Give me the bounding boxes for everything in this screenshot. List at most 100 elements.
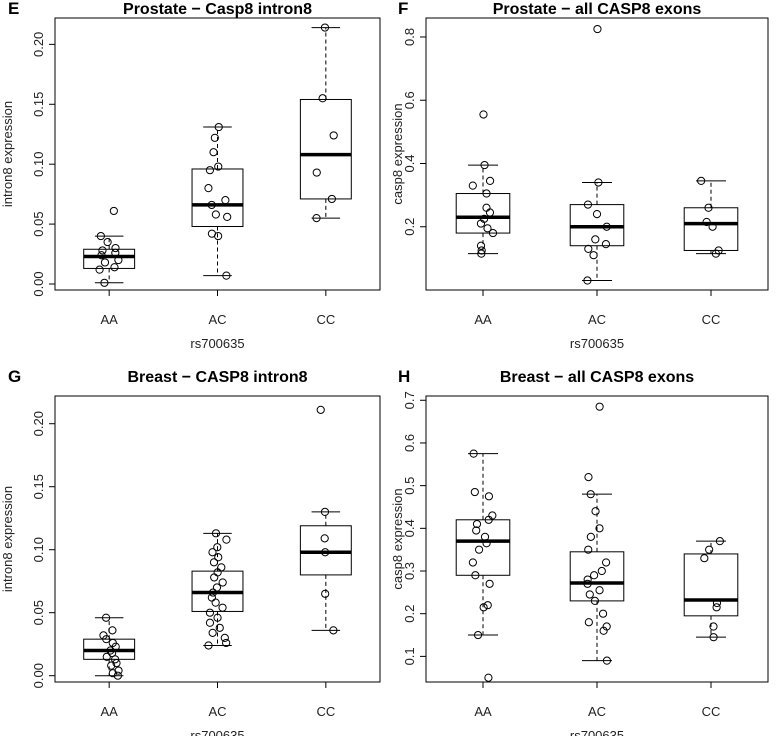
data-point [108,626,117,635]
data-point [208,628,217,637]
data-point [102,652,111,661]
x-tick-label: CC [702,312,721,327]
data-point [222,638,231,648]
x-tick-label: AA [474,312,492,327]
data-point [697,176,706,185]
data-point [590,571,599,580]
box-ac [191,168,244,227]
data-point [112,659,121,668]
data-point [484,515,493,524]
data-point [107,661,116,670]
data-point [100,258,110,267]
data-point [210,133,219,142]
data-point [601,240,611,249]
y-tick-label: 0.4 [402,519,417,537]
data-point [110,263,119,272]
data-point [584,473,593,482]
data-point [222,535,231,544]
box-aa [455,519,511,576]
data-point [709,633,718,642]
data-point [213,543,222,552]
data-point [584,545,593,554]
y-tick-label: 0.1 [402,647,417,665]
data-point [471,571,480,580]
data-point [321,589,330,598]
x-tick-label: AC [208,312,226,327]
data-point [484,673,493,682]
data-point [320,507,330,517]
data-point [583,200,593,209]
panel-label: F [398,0,408,18]
x-tick-label: AC [208,704,226,719]
data-point [700,554,709,563]
data-point [214,231,223,241]
data-point [220,633,229,643]
box-cc [299,98,352,200]
data-point [709,622,718,631]
data-point [594,178,603,187]
x-tick-label: CC [702,704,721,719]
data-point [209,148,218,157]
data-point [468,181,477,190]
data-point [211,210,220,219]
y-axis-label: intron8 expression [0,486,15,592]
y-axis-label: intron8 expression [0,101,15,207]
data-point [218,603,227,612]
y-tick-label: 0.7 [402,391,417,409]
panel-label: E [8,0,19,18]
box-cc [683,207,739,251]
data-point [477,249,486,258]
x-axis-label: rs700635 [570,336,624,351]
x-tick-label: AC [588,312,606,327]
data-point [712,598,722,608]
y-tick-label: 0.15 [31,92,46,117]
box-aa [455,193,511,234]
data-point [468,558,477,567]
x-tick-label: AA [474,704,492,719]
data-point [592,209,602,219]
panel-label: G [8,367,21,386]
data-point [329,131,338,140]
data-point [480,532,490,541]
data-point [583,276,592,285]
data-point [102,635,111,644]
box-cc [299,525,352,576]
y-tick-label: 0.00 [31,663,46,688]
data-point [320,534,329,543]
data-point [597,566,606,576]
data-point [602,656,612,665]
data-point [474,545,484,554]
data-point [97,251,106,260]
y-tick-label: 0.20 [31,32,46,57]
data-point [473,630,483,640]
data-point [111,243,120,253]
x-tick-label: CC [316,704,335,719]
data-point [214,162,223,171]
x-tick-label: AC [588,704,606,719]
data-point [715,537,724,546]
data-point [312,214,321,223]
data-point [329,626,338,635]
data-point [484,492,494,501]
data-point [589,251,598,260]
data-point [483,601,492,610]
data-point [469,449,478,458]
data-point [479,110,488,119]
x-tick-label: CC [316,312,335,327]
box-cc [683,553,739,617]
data-point [95,265,104,274]
data-point [208,588,218,597]
y-tick-label: 0.2 [402,605,417,623]
data-point [476,219,486,228]
data-point [595,524,604,533]
data-point [207,200,216,210]
y-axis-label: casp8 expression [390,488,405,589]
y-tick-label: 0.6 [402,91,417,109]
data-point [472,519,482,529]
data-point [584,244,593,253]
data-point [205,608,215,617]
x-axis-label: rs700635 [190,336,244,351]
data-point [318,94,327,103]
data-point [209,558,219,567]
